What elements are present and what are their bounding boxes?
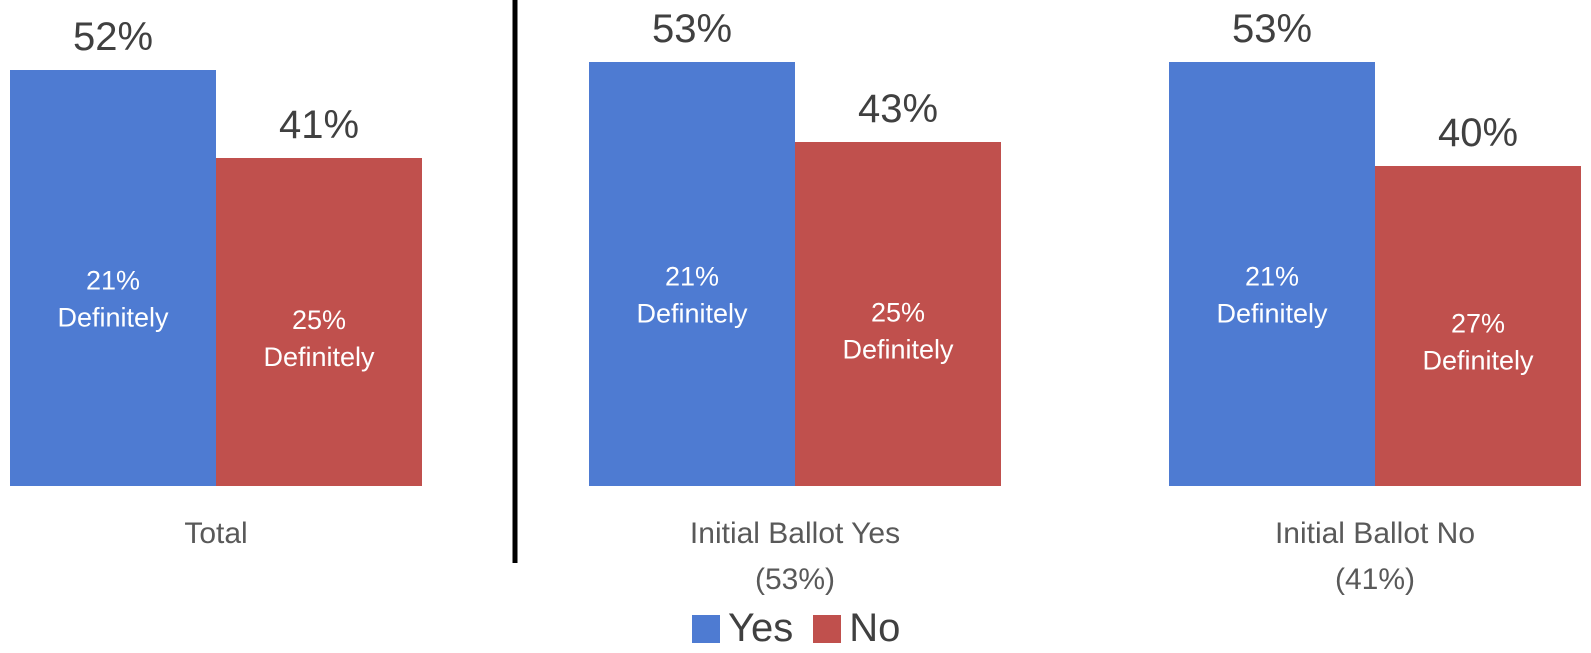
inner-label-no-0: 25% Definitely	[263, 305, 375, 372]
value-label-yes-1: 53%	[652, 7, 732, 51]
category-label-1: Initial Ballot Yes (53%)	[690, 517, 900, 596]
value-label-no-2: 40%	[1438, 111, 1518, 155]
legend-label-yes: Yes	[728, 606, 794, 650]
value-label-no-0: 41%	[279, 103, 359, 147]
bar-yes-0	[10, 70, 216, 486]
bar-no-0	[216, 158, 422, 486]
inner-label-no-1: 25% Definitely	[842, 298, 954, 365]
legend-swatch-yes	[692, 614, 720, 643]
bar-yes-1	[589, 62, 795, 486]
bar-yes-2	[1169, 62, 1375, 486]
category-label-0: Total	[184, 517, 247, 550]
inner-label-yes-1: 21% Definitely	[636, 262, 748, 329]
inner-label-no-2: 27% Definitely	[1422, 309, 1534, 376]
value-label-no-1: 43%	[858, 87, 938, 131]
inner-label-yes-0: 21% Definitely	[57, 265, 169, 332]
legend-item-yes: Yes	[692, 606, 793, 651]
inner-label-yes-2: 21% Definitely	[1216, 262, 1328, 329]
value-label-yes-2: 53%	[1232, 7, 1312, 51]
legend-label-no: No	[849, 606, 901, 650]
legend-swatch-no	[813, 614, 842, 643]
legend-item-no: No	[813, 606, 900, 651]
value-label-yes-0: 52%	[73, 15, 153, 59]
bar-no-2	[1375, 166, 1581, 486]
bar-no-1	[795, 142, 1001, 486]
category-label-2: Initial Ballot No (41%)	[1275, 517, 1475, 596]
legend: Yes No	[692, 604, 920, 653]
